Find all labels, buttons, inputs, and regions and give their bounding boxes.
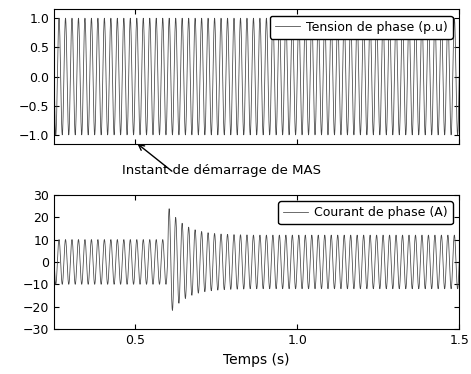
Tension de phase (p.u)	[321, 46, 326, 50]
Line: Courant de phase (A): Courant de phase (A)	[0, 209, 459, 310]
Tension de phase (p.u)	[383, 133, 389, 137]
Courant de phase (A)	[166, 206, 172, 211]
Courant de phase (A)	[237, 233, 243, 237]
Courant de phase (A)	[456, 260, 462, 264]
Courant de phase (A)	[321, 241, 327, 246]
Tension de phase (p.u)	[395, 67, 400, 71]
Courant de phase (A)	[426, 234, 431, 239]
Courant de phase (A)	[395, 256, 400, 261]
Legend: Tension de phase (p.u): Tension de phase (p.u)	[270, 16, 453, 39]
Tension de phase (p.u)	[426, 19, 431, 23]
Tension de phase (p.u)	[412, 46, 417, 50]
Line: Tension de phase (p.u): Tension de phase (p.u)	[0, 18, 459, 135]
Tension de phase (p.u)	[237, 21, 243, 26]
Tension de phase (p.u)	[456, 74, 462, 79]
Courant de phase (A)	[170, 308, 175, 313]
Text: Instant de démarrage de MAS: Instant de démarrage de MAS	[122, 164, 321, 177]
Tension de phase (p.u)	[387, 16, 392, 21]
X-axis label: Temps (s): Temps (s)	[223, 353, 290, 367]
Courant de phase (A)	[412, 247, 417, 251]
Tension de phase (p.u)	[232, 46, 238, 50]
Legend: Courant de phase (A): Courant de phase (A)	[278, 201, 453, 224]
Courant de phase (A)	[233, 253, 238, 257]
